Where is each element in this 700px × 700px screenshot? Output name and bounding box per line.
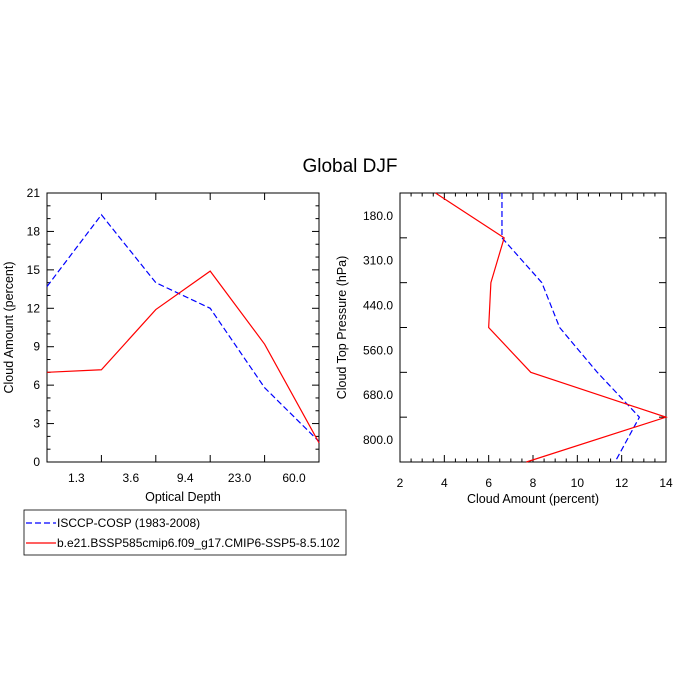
x-tick-label: 8 (530, 476, 537, 490)
series-line (46, 270, 320, 444)
y-tick-label: 9 (33, 340, 40, 354)
x-tick-label: 6 (485, 476, 492, 490)
x-tick-label: 3.6 (122, 471, 139, 485)
y-tick-label: 3 (33, 417, 40, 431)
x-tick-label: 1.3 (68, 471, 85, 485)
left-panel: 0 3 6 9 12 15 18 21 1.3 3.6 9.4 23.0 60.0 Optical Dep… (2, 186, 320, 504)
x-axis-label: Cloud Amount (percent) (467, 492, 599, 506)
legend-label: b.e21.BSSP585cmip6.f09_g17.CMIP6-SSP5-8.… (57, 536, 340, 550)
y-axis-label: Cloud Top Pressure (hPa) (335, 256, 349, 400)
x-tick-label: 23.0 (228, 471, 252, 485)
x-tick-label: 12 (615, 476, 629, 490)
y-tick-label: 800.0 (363, 433, 393, 447)
y-tick-label: 680.0 (363, 388, 393, 402)
x-axis-label: Optical Depth (145, 490, 221, 504)
y-tick-label: 560.0 (363, 343, 393, 357)
y-axis-label: Cloud Amount (percent) (2, 261, 16, 393)
y-tick-label: 18 (27, 224, 41, 238)
y-tick-label: 21 (27, 186, 41, 200)
y-tick-label: 180.0 (363, 209, 393, 223)
x-tick-label: 60.0 (282, 471, 306, 485)
y-tick-label: 12 (27, 301, 41, 315)
figure-title: Global DJF (302, 156, 397, 177)
right-panel: 2 4 6 8 10 12 14 180.0 310.0 440.0 560.0 680.0 800.0… (335, 192, 673, 506)
x-tick-label: 9.4 (177, 471, 194, 485)
legend-box (23, 509, 347, 556)
y-tick-label: 6 (33, 378, 40, 392)
plot-frame (46, 192, 320, 463)
legend: ISCCP-COSP (1983-2008) b.e21.BSSP585cmip6… (23, 509, 347, 556)
x-tick-label: 10 (571, 476, 585, 490)
y-tick-label: 440.0 (363, 299, 393, 313)
y-tick-label: 15 (27, 263, 41, 277)
x-tick-label: 2 (397, 476, 404, 490)
y-tick-label: 310.0 (363, 254, 393, 268)
series-line (501, 193, 641, 463)
plot-frame (399, 192, 667, 463)
series-line (46, 213, 320, 442)
legend-label: ISCCP-COSP (1983-2008) (57, 516, 200, 530)
x-tick-label: 4 (441, 476, 448, 490)
series-line (435, 192, 668, 463)
y-tick-label: 0 (33, 455, 40, 469)
x-tick-label: 14 (659, 476, 673, 490)
